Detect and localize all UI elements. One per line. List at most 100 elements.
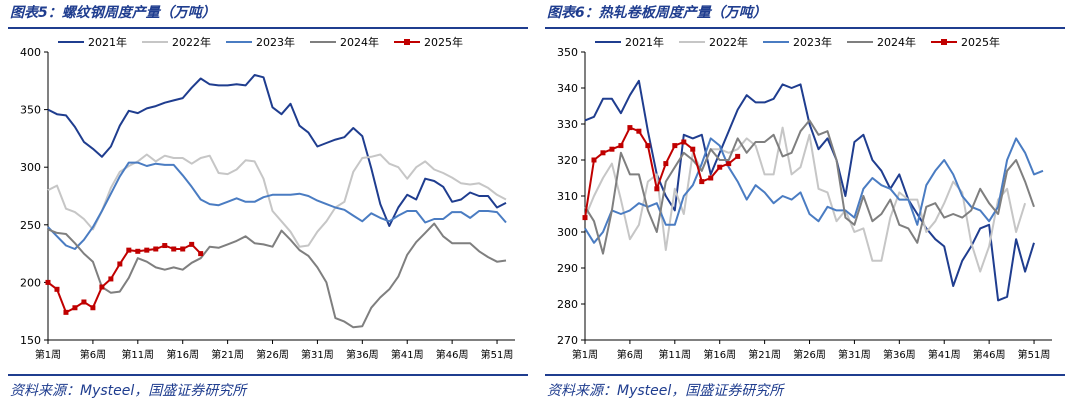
y-tick-label: 350	[20, 104, 41, 117]
data-point-2025年	[627, 125, 633, 131]
x-tick-label: 第31周	[301, 348, 334, 361]
y-tick-label: 350	[557, 46, 578, 59]
y-tick-label: 330	[557, 118, 578, 131]
data-point-2025年	[717, 164, 723, 170]
x-tick-label: 第16周	[703, 348, 736, 361]
y-tick-label: 250	[20, 219, 41, 232]
y-tick-label: 150	[20, 334, 41, 347]
x-tick-label: 第1周	[572, 348, 598, 361]
rebar-line-chart: 150 200 250 300 350 400 第1周 第6周 第11周 第16周 第21周 第26周…	[20, 35, 515, 361]
chart-title: 图表5：螺纹钢周度产量（万吨）	[10, 5, 216, 21]
data-point-2025年	[162, 243, 168, 249]
data-point-2025年	[681, 139, 687, 145]
data-point-2025年	[636, 128, 642, 134]
legend-label: 2023年	[256, 35, 295, 49]
y-tick-label: 280	[557, 298, 578, 311]
x-tick-label: 第46周	[973, 348, 1006, 361]
x-tick-label: 第51周	[1018, 348, 1051, 361]
series-line-2021年	[584, 79, 1035, 302]
series-line-2024年	[47, 222, 507, 329]
series-line-2023年	[584, 137, 1044, 244]
chart-panel-hot-rolled-coil: 图表6：热轧卷板周度产量（万吨） 270 280 290 300 310 320 330 34…	[545, 0, 1065, 405]
chart-source: 资料来源：Mysteel，国盛证券研究所	[10, 383, 247, 399]
data-point-2025年	[708, 175, 714, 181]
y-tick-label: 340	[557, 82, 578, 95]
title-rule	[8, 27, 528, 29]
x-tick-label: 第41周	[928, 348, 961, 361]
data-point-2025年	[153, 246, 159, 252]
x-tick-label: 第41周	[391, 348, 424, 361]
data-point-2025年	[582, 215, 588, 221]
source-rule	[8, 374, 528, 376]
legend-label: 2021年	[88, 35, 127, 49]
x-tick-label: 第31周	[838, 348, 871, 361]
data-point-2025年	[699, 179, 705, 185]
title-rule	[545, 27, 1065, 29]
x-tick-label: 第21周	[748, 348, 781, 361]
y-tick-label: 290	[557, 262, 578, 275]
series-line-2021年	[47, 74, 507, 227]
x-tick-label: 第21周	[211, 348, 244, 361]
hot-rolled-coil-line-chart: 270 280 290 300 310 320 330 340 350 第1周 第6周 第11周 第16…	[557, 35, 1052, 361]
data-point-2025年	[663, 161, 669, 167]
data-point-2025年	[126, 247, 132, 253]
data-point-2025年	[45, 279, 51, 285]
data-point-2025年	[672, 143, 678, 149]
data-point-2025年	[90, 305, 96, 311]
data-point-2025年	[654, 186, 660, 192]
legend-label: 2021年	[625, 35, 664, 49]
data-point-2025年	[726, 161, 732, 167]
source-rule	[545, 374, 1065, 376]
data-point-2025年	[600, 150, 606, 156]
chart-source: 资料来源：Mysteel，国盛证券研究所	[547, 383, 784, 399]
legend-label: 2023年	[793, 35, 832, 49]
series-line-2023年	[47, 161, 507, 250]
legend-label: 2022年	[172, 35, 211, 49]
legend-marker	[941, 39, 947, 45]
x-tick-label: 第36周	[883, 348, 916, 361]
data-point-2025年	[99, 284, 105, 290]
legend-label: 2025年	[961, 35, 1000, 49]
x-tick-label: 第26周	[793, 348, 826, 361]
data-point-2025年	[54, 286, 60, 292]
data-point-2025年	[81, 299, 87, 305]
x-tick-label: 第6周	[617, 348, 643, 361]
x-tick-label: 第11周	[658, 348, 691, 361]
legend-label: 2024年	[877, 35, 916, 49]
y-tick-label: 300	[557, 226, 578, 239]
chart-panel-rebar: 图表5：螺纹钢周度产量（万吨） 150 200 250 300 350 400 第1周 第6周…	[8, 0, 528, 405]
data-point-2025年	[108, 276, 114, 282]
data-point-2025年	[735, 153, 741, 159]
y-tick-label: 310	[557, 190, 578, 203]
y-tick-label: 300	[20, 161, 41, 174]
series-line-2024年	[584, 119, 1035, 255]
y-tick-label: 320	[557, 154, 578, 167]
y-tick-label: 400	[20, 46, 41, 59]
data-point-2025年	[618, 143, 624, 149]
legend-label: 2025年	[424, 35, 463, 49]
data-point-2025年	[117, 261, 123, 267]
chart-title: 图表6：热轧卷板周度产量（万吨）	[547, 5, 767, 21]
data-point-2025年	[198, 251, 204, 257]
x-tick-label: 第16周	[166, 348, 199, 361]
data-point-2025年	[609, 146, 615, 152]
data-point-2025年	[180, 246, 186, 252]
x-tick-label: 第46周	[436, 348, 469, 361]
data-point-2025年	[63, 309, 69, 315]
data-point-2025年	[591, 157, 597, 163]
y-tick-label: 270	[557, 334, 578, 347]
data-point-2025年	[690, 146, 696, 152]
data-point-2025年	[171, 246, 177, 252]
y-tick-label: 200	[20, 276, 41, 289]
x-tick-label: 第26周	[256, 348, 289, 361]
data-point-2025年	[144, 247, 150, 253]
x-tick-label: 第11周	[121, 348, 154, 361]
data-point-2025年	[135, 248, 141, 254]
data-point-2025年	[72, 305, 78, 311]
x-tick-label: 第1周	[35, 348, 61, 361]
series-line-2022年	[47, 153, 507, 248]
x-tick-label: 第51周	[481, 348, 514, 361]
legend-label: 2022年	[709, 35, 748, 49]
x-tick-label: 第36周	[346, 348, 379, 361]
legend-label: 2024年	[340, 35, 379, 49]
